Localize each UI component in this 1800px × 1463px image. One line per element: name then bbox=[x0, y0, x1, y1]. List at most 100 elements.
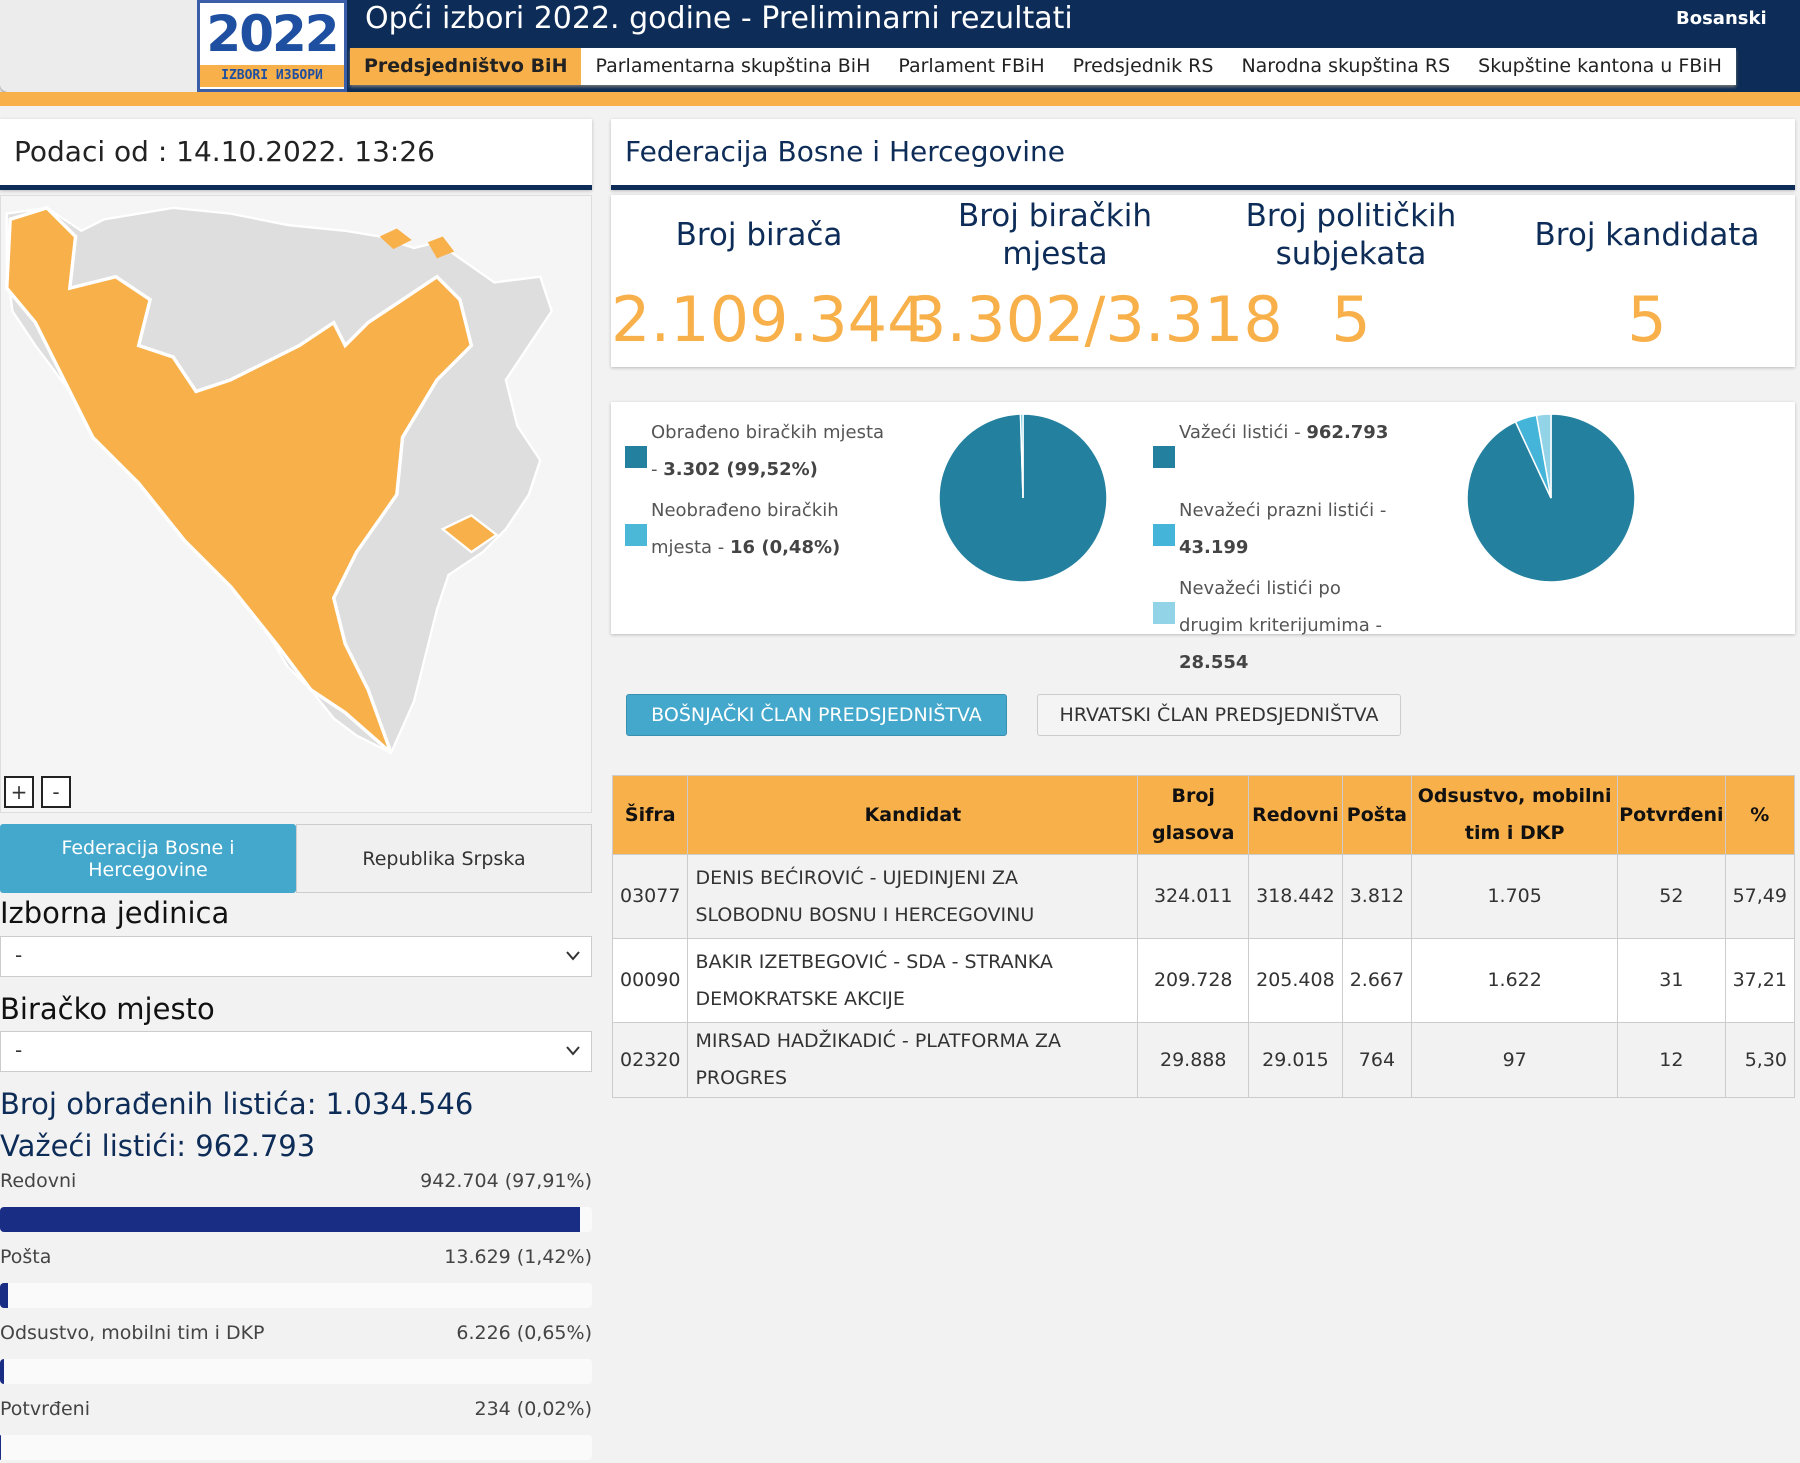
nav-tab[interactable]: Parlamentarna skupština BiH bbox=[595, 55, 871, 77]
breakdown-label: Pošta bbox=[0, 1246, 52, 1268]
nav-tab[interactable]: Skupštine kantona u FBiH bbox=[1478, 55, 1722, 77]
unit-label: Izborna jedinica bbox=[0, 896, 230, 930]
zoom-out[interactable]: - bbox=[41, 776, 71, 808]
table-cell: 29.015 bbox=[1248, 1022, 1343, 1098]
nav-tab[interactable]: Predsjednik RS bbox=[1072, 55, 1214, 77]
column-header: Redovni bbox=[1248, 775, 1343, 855]
tab-button[interactable]: BOŠNJAČKI ČLAN PREDSJEDNIŠTVA bbox=[626, 694, 1007, 736]
stat: Broj političkih subjekata 5 bbox=[1203, 195, 1499, 367]
breakdown-label: Potvrđeni bbox=[0, 1398, 90, 1420]
entity-tab[interactable]: Federacija Bosne i Hercegovine bbox=[0, 824, 296, 893]
zoom-in[interactable]: + bbox=[4, 776, 34, 808]
table-cell: 52 bbox=[1617, 854, 1726, 939]
column-header: Kandidat bbox=[687, 775, 1139, 855]
legend-swatch bbox=[1153, 446, 1175, 468]
table-cell: 29.888 bbox=[1137, 1022, 1250, 1098]
legend-swatch bbox=[625, 524, 647, 546]
table-cell: 97 bbox=[1411, 1022, 1619, 1098]
legend-value: 3.302 (99,52%) bbox=[663, 459, 818, 480]
legend-value: 962.793 bbox=[1306, 422, 1389, 443]
stat: Broj biračkih mjesta 3.302/3.318 bbox=[907, 195, 1283, 367]
table-row: 03077 DENIS BEĆIROVIĆ - UJEDINJENI ZA SLO… bbox=[611, 854, 1796, 939]
table-cell: MIRSAD HADŽIKADIĆ - PLATFORMA ZA PROGRES bbox=[687, 1022, 1139, 1098]
logo-text: IZBORI ИЗБОРИ bbox=[200, 65, 344, 87]
table-cell: 3.812 bbox=[1341, 854, 1413, 939]
table-cell: 02320 bbox=[611, 1022, 689, 1098]
table-cell: 03077 bbox=[611, 854, 689, 939]
region-panel: Federacija Bosne i Hercegovine bbox=[611, 119, 1795, 190]
column-header: Odsustvo, mobilni tim i DKP bbox=[1411, 775, 1619, 855]
bar bbox=[0, 1359, 4, 1384]
stat-label: Broj kandidata bbox=[1534, 217, 1760, 253]
bar bbox=[0, 1207, 580, 1232]
legend-swatch bbox=[625, 446, 647, 468]
logo[interactable]: 2022 IZBORI ИЗБОРИ bbox=[197, 0, 347, 92]
chevron bbox=[566, 1046, 580, 1056]
table-cell: 5,30 bbox=[1724, 1022, 1796, 1098]
legend-value: 28.554 bbox=[1179, 652, 1249, 673]
table-cell: 2.667 bbox=[1341, 938, 1413, 1023]
breakdown-value: 13.629 (1,42%) bbox=[444, 1246, 592, 1268]
breakdown-value: 6.226 (0,65%) bbox=[456, 1322, 592, 1344]
map-fbih-part[interactable] bbox=[440, 513, 499, 554]
breakdown-value: 942.704 (97,91%) bbox=[420, 1170, 592, 1192]
legend-item: Obrađeno biračkih mjesta - 3.302 (99,52%… bbox=[625, 414, 895, 488]
table-row: 02320 MIRSAD HADŽIKADIĆ - PLATFORMA ZA PR… bbox=[611, 1022, 1796, 1098]
stats: Broj birača 2.109.344 Broj biračkih mjesta… bbox=[611, 195, 1795, 367]
date-label: Podaci od : 14.10.2022. 13:26 bbox=[0, 119, 592, 190]
tabs: Predsjedništvo BiH Parlamentarna skupštin… bbox=[350, 48, 1736, 85]
stat-label: Broj biračkih mjesta bbox=[957, 198, 1153, 272]
nav-tab[interactable]: Narodna skupština RS bbox=[1241, 55, 1451, 77]
entity-tab[interactable]: Republika Srpska bbox=[296, 824, 592, 893]
tab-button[interactable]: HRVATSKI ČLAN PREDSJEDNIŠTVA bbox=[1037, 694, 1401, 736]
bar-track bbox=[0, 1283, 592, 1308]
table-cell: 1.622 bbox=[1411, 938, 1619, 1023]
legend-name: Obrađeno biračkih mjesta - bbox=[651, 422, 885, 480]
legend-swatch bbox=[1153, 524, 1175, 546]
table-cell: 318.442 bbox=[1248, 854, 1343, 939]
nav-tab[interactable]: Parlament FBiH bbox=[898, 55, 1045, 77]
breakdown-label: Redovni bbox=[0, 1170, 77, 1192]
table-cell: 37,21 bbox=[1724, 938, 1796, 1023]
map-fbih[interactable] bbox=[4, 205, 474, 755]
map-svg bbox=[4, 205, 553, 755]
legend-name: Neobrađeno biračkih mjesta - bbox=[651, 500, 839, 558]
breakdown-row: 6.226 (0,65%) Odsustvo, mobilni tim i DKP bbox=[0, 1322, 592, 1344]
station-label: Biračko mjesto bbox=[0, 992, 215, 1026]
legend-value: 43.199 bbox=[1179, 537, 1249, 558]
column-header: Potvrđeni bbox=[1617, 775, 1726, 855]
table-cell: 324.011 bbox=[1137, 854, 1250, 939]
table-cell: 57,49 bbox=[1724, 854, 1796, 939]
language[interactable]: Bosanski bbox=[1676, 8, 1767, 29]
breakdown-value: 234 (0,02%) bbox=[474, 1398, 593, 1420]
column-header: Šifra bbox=[611, 775, 689, 855]
map-fbih-part[interactable] bbox=[427, 236, 455, 259]
processed-ballots: Broj obrađenih listića: 1.034.546 bbox=[0, 1087, 474, 1121]
bar-track bbox=[0, 1207, 592, 1232]
stat-label: Broj političkih subjekata bbox=[1245, 198, 1457, 272]
bar-track bbox=[0, 1435, 592, 1460]
chevron bbox=[566, 951, 580, 961]
unit-select[interactable]: - bbox=[0, 936, 592, 977]
header-stripe bbox=[0, 92, 1800, 106]
table-cell: 00090 bbox=[611, 938, 689, 1023]
results-table: Šifra Kandidat Broj glasova Redovni Pošta Ods… bbox=[611, 775, 1796, 1098]
date-panel: Podaci od : 14.10.2022. 13:26 bbox=[0, 119, 592, 190]
breakdown-row: 234 (0,02%) Potvrđeni bbox=[0, 1398, 592, 1420]
table-cell: 12 bbox=[1617, 1022, 1726, 1098]
map-fbih-part[interactable] bbox=[379, 228, 412, 250]
station-select[interactable]: - bbox=[0, 1031, 592, 1072]
stat: Broj birača 2.109.344 bbox=[611, 195, 927, 367]
nav-tab[interactable]: Predsjedništvo BiH bbox=[350, 48, 582, 85]
breakdown-row: 942.704 (97,91%) Redovni bbox=[0, 1170, 592, 1192]
legend-item: Neobrađeno biračkih mjesta - 16 (0,48%) bbox=[625, 492, 895, 566]
breakdown-row: 13.629 (1,42%) Pošta bbox=[0, 1246, 592, 1268]
pie-panel: Obrađeno biračkih mjesta - 3.302 (99,52%… bbox=[611, 402, 1795, 673]
map[interactable]: + - bbox=[0, 195, 592, 813]
pie-slice bbox=[1019, 413, 1024, 499]
logo-year: 2022 bbox=[206, 5, 339, 63]
site-title: Opći izbori 2022. godine - Preliminarni … bbox=[365, 1, 1073, 36]
legend-value: 16 (0,48%) bbox=[730, 537, 841, 558]
table-cell: 31 bbox=[1617, 938, 1726, 1023]
